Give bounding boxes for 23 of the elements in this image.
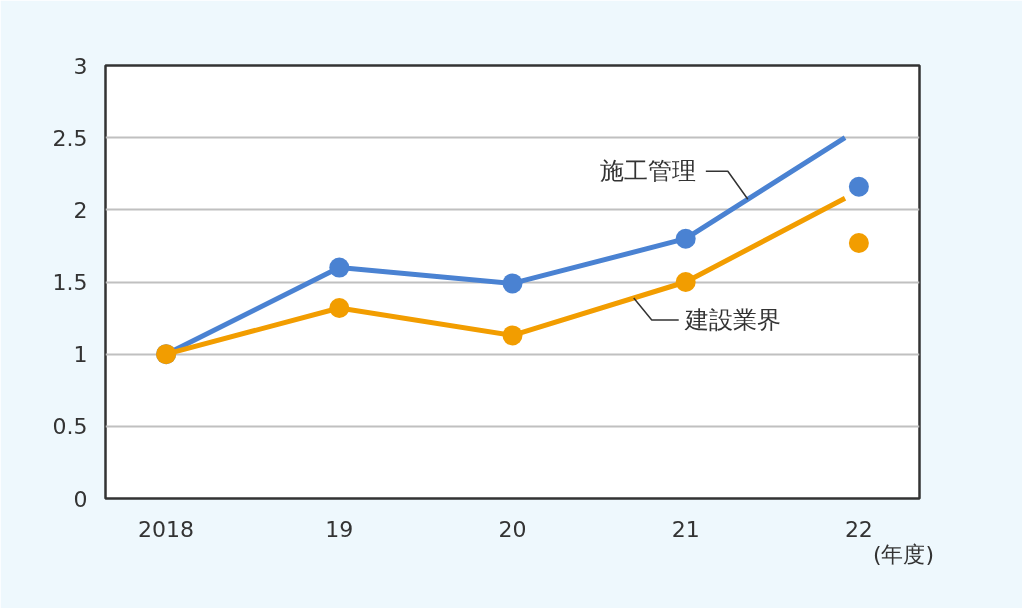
- y-tick-label: 2: [73, 197, 88, 223]
- point: [329, 298, 350, 318]
- y-tick-label: 1.5: [52, 270, 88, 295]
- point: [502, 273, 523, 294]
- x-tick-label: 22: [844, 516, 873, 542]
- point: [675, 272, 696, 292]
- y-tick-label: 0.5: [52, 414, 88, 440]
- x-tick-label: 19: [325, 516, 354, 542]
- point: [329, 257, 350, 278]
- point: [848, 176, 869, 197]
- y-tick-label: 1: [73, 342, 88, 368]
- point: [502, 325, 523, 346]
- y-tick-label: 2.5: [52, 125, 88, 151]
- point: [675, 228, 696, 249]
- series-label: 建設業界: [683, 306, 781, 335]
- series-label: 施工管理: [599, 157, 696, 186]
- x-tick-label: 20: [498, 516, 527, 542]
- y-tick-label: 3: [73, 53, 88, 79]
- point: [848, 233, 869, 254]
- x-tick-label: 2018: [138, 516, 195, 542]
- y-tick-label: 0: [73, 486, 88, 512]
- x-tick-label: 21: [671, 516, 700, 542]
- x-axis-title: (年度): [872, 541, 935, 567]
